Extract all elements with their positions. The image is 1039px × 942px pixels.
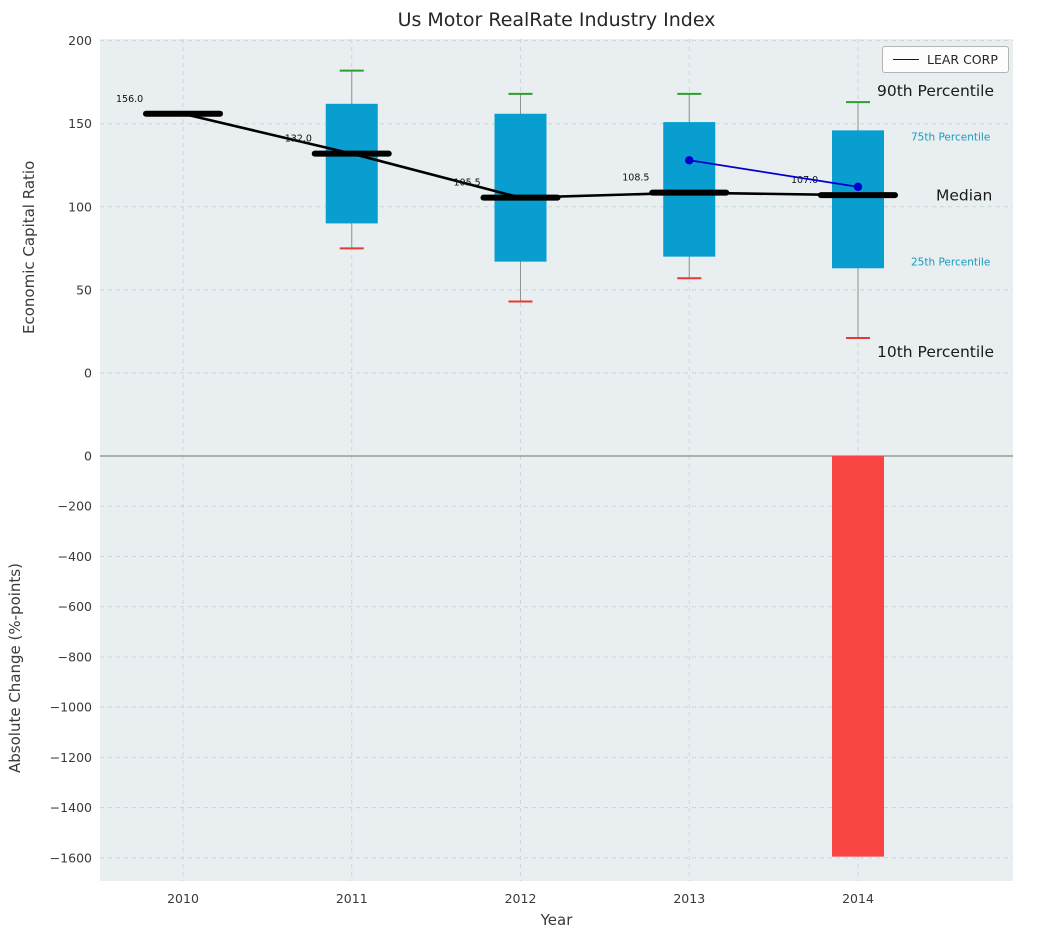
annotation-75th-percentile: 75th Percentile	[911, 132, 990, 144]
x-axis-label: Year	[540, 911, 573, 929]
top-ytick-label: 0	[84, 365, 92, 380]
median-value-label: 107.0	[791, 175, 818, 186]
box-2011	[325, 103, 378, 224]
bottom-ytick-label: −800	[58, 649, 92, 664]
xtick-label: 2013	[673, 891, 705, 906]
median-value-label: 156.0	[116, 94, 143, 105]
change-bar-2014	[832, 456, 884, 857]
series-point	[853, 182, 863, 192]
bottom-ytick-label: −1600	[50, 850, 92, 865]
bottom-ytick-label: −1400	[50, 800, 92, 815]
annotation-25th-percentile: 25th Percentile	[911, 256, 990, 268]
top-ytick-label: 150	[68, 116, 92, 131]
xtick-label: 2014	[842, 891, 874, 906]
legend: LEAR CORP	[882, 46, 1009, 73]
annotation-10th-percentile: 10th Percentile	[877, 343, 994, 361]
xtick-label: 2010	[167, 891, 199, 906]
legend-line-icon	[893, 59, 919, 60]
box-2013	[663, 122, 716, 257]
top-ytick-label: 200	[68, 33, 92, 48]
xtick-label: 2012	[505, 891, 537, 906]
bottom-ytick-label: 0	[84, 449, 92, 464]
series-point	[685, 156, 694, 165]
chart-title: Us Motor RealRate Industry Index	[397, 9, 716, 31]
bottom-ytick-label: −600	[58, 599, 92, 614]
annotation-90th-percentile: 90th Percentile	[877, 82, 994, 100]
top-ytick-label: 100	[68, 199, 92, 214]
bottom-ytick-label: −1000	[50, 700, 92, 715]
bottom-ytick-label: −200	[58, 499, 92, 514]
xtick-label: 2011	[336, 891, 368, 906]
annotation-median: Median	[936, 187, 992, 205]
bottom-ytick-label: −400	[58, 549, 92, 564]
median-value-label: 132.0	[285, 134, 312, 145]
median-value-label: 105.5	[454, 178, 481, 189]
box-2014	[832, 130, 884, 269]
legend-series-label: LEAR CORP	[927, 52, 998, 67]
top-ytick-label: 50	[76, 282, 92, 297]
median-value-label: 108.5	[622, 173, 649, 184]
bottom-ytick-label: −1200	[50, 750, 92, 765]
series-line	[689, 159, 859, 188]
box-2012	[494, 113, 547, 262]
